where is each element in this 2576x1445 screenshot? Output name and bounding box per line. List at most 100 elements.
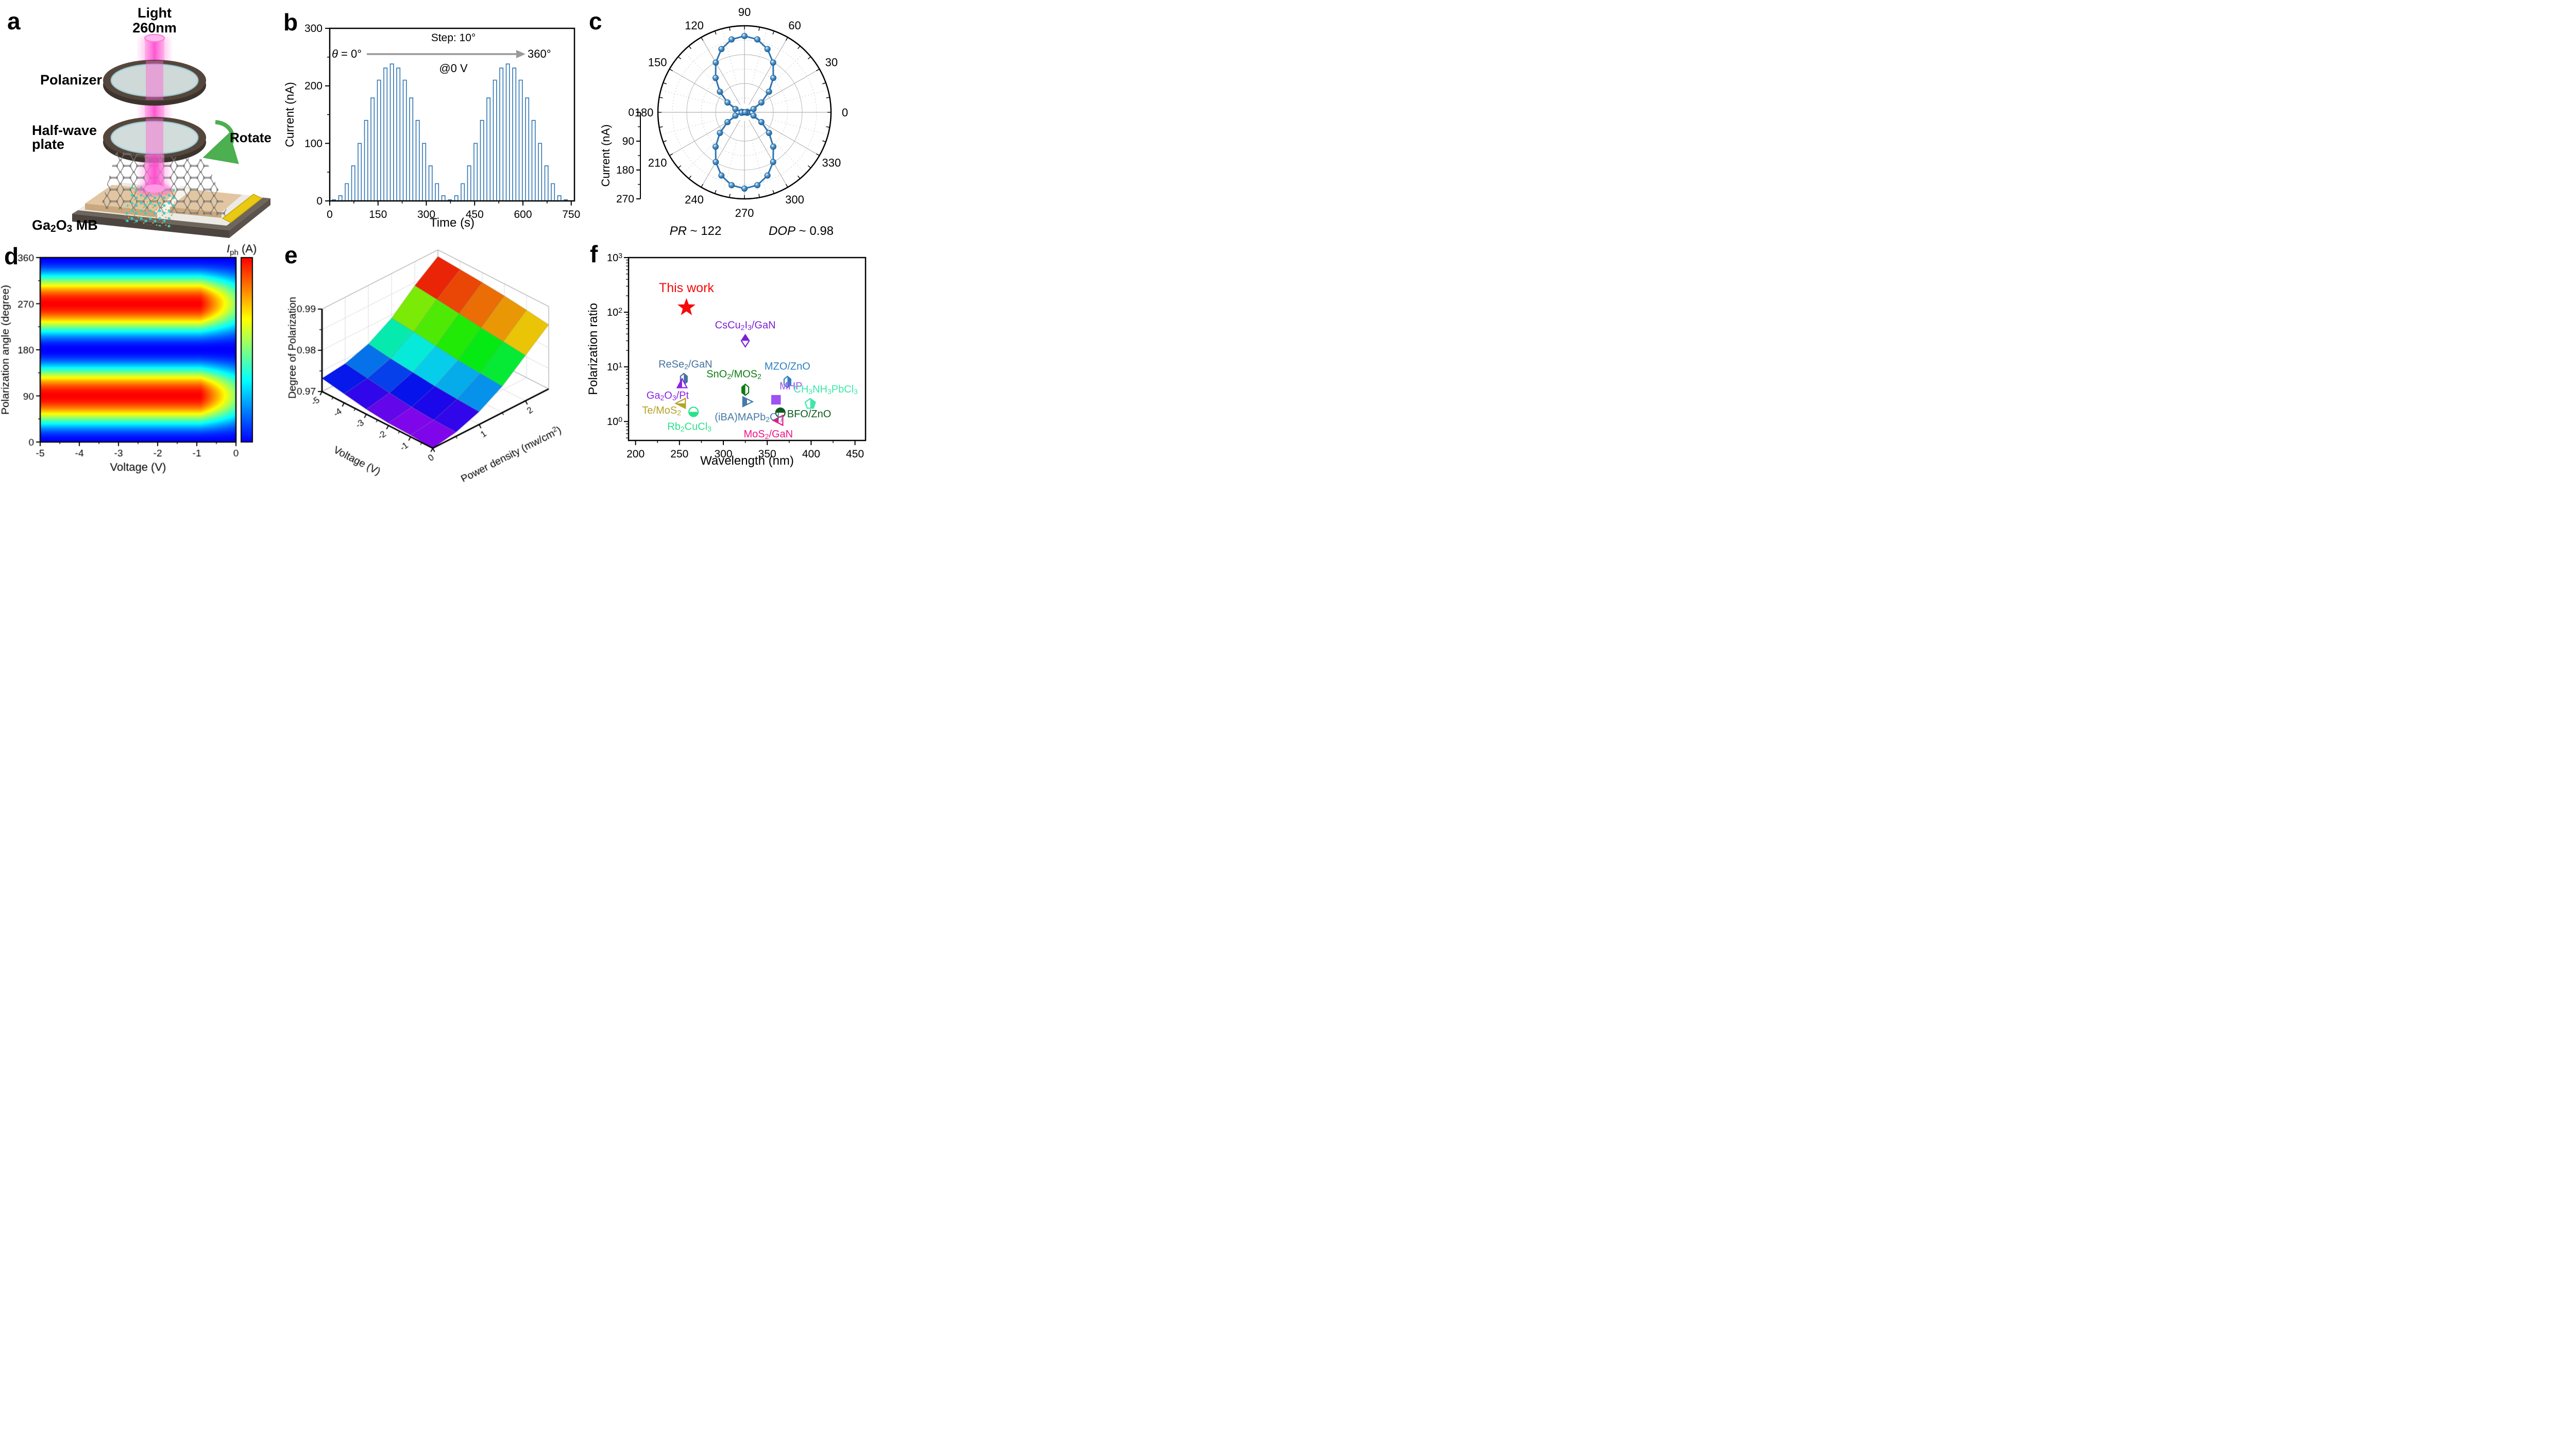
radial-tick-label: 180 xyxy=(616,164,634,176)
polar-data-point xyxy=(728,36,735,43)
figure-canvas: a xyxy=(0,0,880,482)
angle-tick-label: 240 xyxy=(685,193,704,206)
panel-a-letter: a xyxy=(7,8,21,35)
scatter-chart: 200 250 300 350 400 450 100 101 102 103 Wavelength… xyxy=(586,251,867,468)
angle-tick-label: 270 xyxy=(735,207,754,219)
step-annotation: Step: 10° xyxy=(431,32,476,44)
y-tick-label: 200 xyxy=(304,80,323,92)
y-tick-label: 101 xyxy=(607,361,622,373)
panel-e-surface3d: e xyxy=(278,242,585,482)
angle-tick-label: 210 xyxy=(648,157,667,169)
radial-tick-label: 270 xyxy=(616,193,634,205)
device-label: Ga2O3 MB xyxy=(32,217,98,234)
panel-b-time-trace: b 0 150 300 450 600 750 0 100 200 300 Time (s) Curr… xyxy=(278,0,585,242)
angle-tick-label: 90 xyxy=(738,6,751,19)
light-label-line2: 260nm xyxy=(132,20,177,36)
panel-c-polar-plot: c 0 30 60 90 120 150 180 210 240 270 300 330 0 90 180 2… xyxy=(585,0,880,242)
polar-data-point xyxy=(754,182,760,189)
polar-data-point xyxy=(766,129,772,136)
polar-data-point xyxy=(758,99,765,106)
x-tick-label: 450 xyxy=(846,448,864,460)
panel-d-heatmap: d xyxy=(0,242,278,482)
y-tick-label: 100 xyxy=(304,138,323,149)
angle-tick-label: 300 xyxy=(785,193,804,206)
polar-data-point xyxy=(754,36,760,43)
panel-c-letter: c xyxy=(589,8,602,35)
x-axis-label: Time (s) xyxy=(430,216,474,230)
point-label-rese2-gan: ReSe2/GaN xyxy=(658,359,713,371)
x-tick-label: 300 xyxy=(417,209,435,220)
heatmap-chart xyxy=(0,242,278,482)
x-tick-label: 300 xyxy=(714,448,732,460)
polar-data-point xyxy=(713,159,719,165)
point-label-ga2o3-pt: Ga2O3/Pt xyxy=(647,390,689,402)
axes-ticks: 0 150 300 450 600 750 0 100 200 300 xyxy=(304,23,580,220)
point-label-te-mos2: Te/MoS2 xyxy=(642,405,681,417)
polar-data-point xyxy=(758,118,765,125)
pr-value-text: PR ~ 122 xyxy=(670,224,722,238)
x-tick-label: 750 xyxy=(562,209,580,220)
angle-tick-label: 120 xyxy=(685,19,704,32)
x-tick-label: 0 xyxy=(327,209,333,220)
polar-data-point xyxy=(718,46,725,53)
half-wave-plate-ring xyxy=(103,117,206,163)
radial-tick-label: 90 xyxy=(622,135,634,147)
device-stack xyxy=(72,152,270,238)
rotate-arrow-icon xyxy=(202,120,239,164)
annotations: Step: 10° θ = 0° 360° @0 V xyxy=(332,32,551,75)
polar-data-point xyxy=(770,159,776,165)
surface3d-chart xyxy=(278,242,585,482)
angle-tick-label: 150 xyxy=(648,56,667,69)
point-label-sno2-mos2: SnO2/MOS2 xyxy=(706,369,761,381)
point-label-ch3nh3pbcl3: CH3NH3PbCl3 xyxy=(793,384,858,396)
polar-data-point xyxy=(732,112,739,119)
y-tick-label: 103 xyxy=(607,251,622,264)
x-tick-label: 350 xyxy=(758,448,776,460)
axes: 200 250 300 350 400 450 100 101 102 103 xyxy=(607,251,867,460)
data-point-this-work xyxy=(677,298,696,315)
angle-tick-label: 0 xyxy=(842,106,848,119)
end-angle-annotation: 360° xyxy=(528,47,551,60)
angle-tick-label: 30 xyxy=(825,56,838,69)
data-point-mos2-gan xyxy=(772,414,784,427)
polar-chart: 0 30 60 90 120 150 180 210 240 270 300 330 0 90 180 270… xyxy=(599,6,848,238)
light-label-line1: Light xyxy=(138,5,172,21)
x-tick-label: 250 xyxy=(670,448,688,460)
point-label-this-work: This work xyxy=(659,281,714,295)
polarizer-ring xyxy=(103,60,206,106)
half-wave-label-line1: Half-wave xyxy=(32,123,97,138)
rotate-label: Rotate xyxy=(230,130,272,145)
y-tick-label: 300 xyxy=(304,23,323,35)
dop-value-text: DOP ~ 0.98 xyxy=(769,224,834,238)
theta-annotation: θ = 0° xyxy=(332,47,362,60)
bias-annotation: @0 V xyxy=(439,62,468,75)
polar-data-point xyxy=(741,185,748,192)
polar-data-point xyxy=(717,89,723,95)
x-tick-label: 200 xyxy=(626,448,645,460)
data-point-rb2cucl3 xyxy=(688,406,699,417)
gold-electrode xyxy=(222,194,263,223)
y-tick-label: 100 xyxy=(607,416,622,428)
data-point-te-mos2 xyxy=(674,397,686,410)
panel-e-letter: e xyxy=(284,242,298,268)
panel-f-scatter: f 200 250 300 350 400 450 100 101 102 103 Waveleng… xyxy=(585,242,880,482)
polar-data-point xyxy=(750,106,757,112)
x-axis-label: Wavelength (nm) xyxy=(700,454,794,468)
radial-tick-label: 0 xyxy=(628,107,634,118)
polar-data-point xyxy=(770,143,776,150)
polar-data-point xyxy=(713,59,719,66)
polar-data-point xyxy=(764,46,771,53)
angle-tick-label: 330 xyxy=(822,157,841,169)
polarizer-label: Polanizer xyxy=(40,72,103,88)
point-label-bfo-zno: BFO/ZnO xyxy=(787,409,832,420)
data-point-iba-mapb2cl7 xyxy=(742,396,754,407)
radial-axis-label: Current (nA) xyxy=(599,124,612,186)
x-tick-label: 450 xyxy=(466,209,484,220)
polar-data-point xyxy=(718,172,725,179)
scatter-points xyxy=(674,298,816,427)
x-tick-label: 150 xyxy=(369,209,387,220)
data-point-ch3nh3pbcl3 xyxy=(804,398,816,409)
panel-f-letter: f xyxy=(590,241,598,267)
data-point-ga2o3-pt xyxy=(676,377,688,388)
